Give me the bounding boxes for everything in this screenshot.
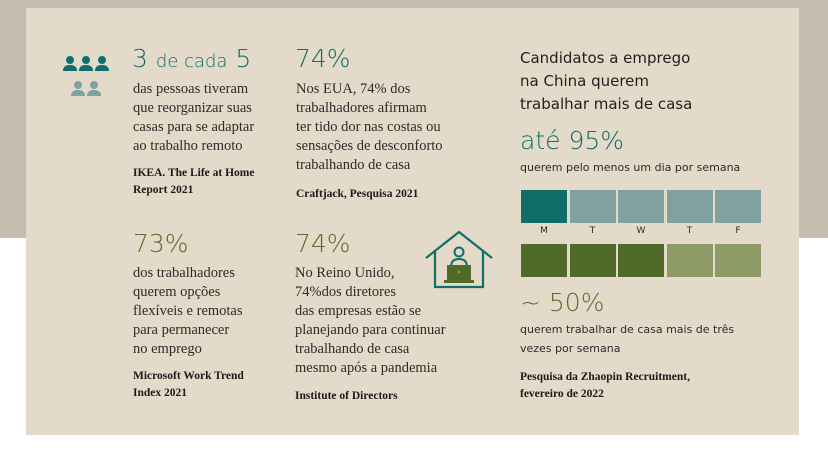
day-cell-row2 xyxy=(618,244,664,277)
day-label: F xyxy=(735,226,741,236)
stat4-text: No Reino Unido, 74%dos diretores das emp… xyxy=(295,265,446,376)
stat4-value: 74% xyxy=(295,229,351,258)
people-group-icon xyxy=(63,56,109,96)
stat2-text: Nos EUA, 74% dos trabalhadores afirmam t… xyxy=(296,81,443,173)
house-laptop-icon xyxy=(425,230,493,289)
stat3-source: Microsoft Work Trend Index 2021 xyxy=(133,370,244,399)
china-caption1: querem pelo menos um dia por semana xyxy=(520,161,741,174)
day-cell-row2 xyxy=(569,244,616,277)
stat1-num-a: 3 xyxy=(132,44,148,73)
day-cell-row1 xyxy=(666,190,713,223)
day-cell-row2 xyxy=(666,244,713,277)
stat3-value: 73% xyxy=(133,229,189,258)
day-cell-row2 xyxy=(521,244,567,277)
china-value2: ~ 50% xyxy=(520,288,605,317)
stat2-source: Craftjack, Pesquisa 2021 xyxy=(296,188,419,200)
stat4-source: Institute of Directors xyxy=(295,390,398,402)
china-source: Pesquisa da Zhaopin Recruitment, feverei… xyxy=(520,371,690,400)
day-label: T xyxy=(589,226,596,236)
china-title: Candidatos a emprego na China querem tra… xyxy=(520,49,693,113)
day-cell-row1 xyxy=(569,190,616,223)
day-label: W xyxy=(636,226,646,236)
stat1-source: IKEA. The Life at Home Report 2021 xyxy=(133,167,255,196)
stat1-num-b: 5 xyxy=(235,44,252,73)
stat2-value: 74% xyxy=(295,44,351,73)
stat1-headline: 3 de cada 5 xyxy=(132,45,251,76)
day-label: T xyxy=(686,226,693,236)
day-cell-row1 xyxy=(521,190,567,223)
stat3-text: dos trabalhadores querem opções flexívei… xyxy=(133,265,243,357)
china-caption2: querem trabalhar de casa mais de três ve… xyxy=(520,323,735,355)
stat1-mid: de cada xyxy=(155,51,228,72)
day-label: M xyxy=(540,226,548,236)
day-cell-row2 xyxy=(715,244,761,277)
china-value1: até 95% xyxy=(520,126,625,155)
day-cell-row1 xyxy=(715,190,761,223)
day-cell-row1 xyxy=(618,190,664,223)
stat1-text: das pessoas tiveram que reorganizar suas… xyxy=(133,81,255,154)
